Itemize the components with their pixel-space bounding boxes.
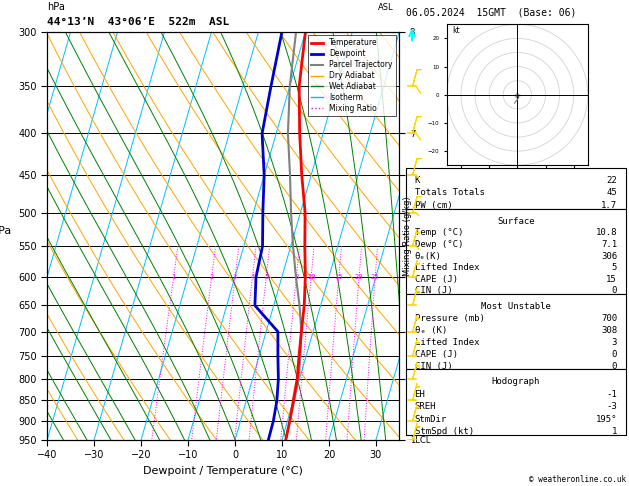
Text: CIN (J): CIN (J) bbox=[415, 362, 452, 371]
Text: CAPE (J): CAPE (J) bbox=[415, 349, 457, 359]
Text: 10.8: 10.8 bbox=[596, 228, 617, 237]
Text: 1: 1 bbox=[611, 427, 617, 436]
Text: © weatheronline.co.uk: © weatheronline.co.uk bbox=[529, 474, 626, 484]
X-axis label: Dewpoint / Temperature (°C): Dewpoint / Temperature (°C) bbox=[143, 466, 303, 476]
Text: Lifted Index: Lifted Index bbox=[415, 263, 479, 272]
Text: Lifted Index: Lifted Index bbox=[415, 338, 479, 347]
Text: 7.1: 7.1 bbox=[601, 240, 617, 249]
Text: 20: 20 bbox=[355, 274, 364, 280]
Text: -1: -1 bbox=[606, 390, 617, 399]
Text: 0: 0 bbox=[611, 349, 617, 359]
Text: km
ASL: km ASL bbox=[377, 0, 393, 12]
Text: 1: 1 bbox=[172, 274, 175, 280]
Text: 15: 15 bbox=[606, 275, 617, 284]
Text: 5: 5 bbox=[611, 263, 617, 272]
Text: 44°13’N  43°06’E  522m  ASL: 44°13’N 43°06’E 522m ASL bbox=[47, 17, 230, 27]
Text: CAPE (J): CAPE (J) bbox=[415, 275, 457, 284]
Text: CIN (J): CIN (J) bbox=[415, 286, 452, 295]
Text: 3: 3 bbox=[611, 338, 617, 347]
Text: -3: -3 bbox=[606, 402, 617, 411]
Text: Pressure (mb): Pressure (mb) bbox=[415, 314, 484, 323]
Text: Mixing Ratio (g/kg): Mixing Ratio (g/kg) bbox=[403, 196, 411, 276]
Text: 0: 0 bbox=[611, 362, 617, 371]
Text: kt: kt bbox=[452, 26, 460, 35]
Text: StmSpd (kt): StmSpd (kt) bbox=[415, 427, 474, 436]
Text: 1.7: 1.7 bbox=[601, 201, 617, 210]
Text: 15: 15 bbox=[335, 274, 343, 280]
Text: 06.05.2024  15GMT  (Base: 06): 06.05.2024 15GMT (Base: 06) bbox=[406, 7, 576, 17]
Text: 25: 25 bbox=[371, 274, 379, 280]
Text: Hodograph: Hodograph bbox=[492, 378, 540, 386]
Text: EH: EH bbox=[415, 390, 425, 399]
Text: SREH: SREH bbox=[415, 402, 436, 411]
Text: 195°: 195° bbox=[596, 415, 617, 423]
Text: 4: 4 bbox=[250, 274, 255, 280]
Text: Surface: Surface bbox=[497, 217, 535, 226]
Text: Dewp (°C): Dewp (°C) bbox=[415, 240, 463, 249]
Text: 10: 10 bbox=[307, 274, 315, 280]
Legend: Temperature, Dewpoint, Parcel Trajectory, Dry Adiabat, Wet Adiabat, Isotherm, Mi: Temperature, Dewpoint, Parcel Trajectory… bbox=[308, 35, 396, 116]
Text: PW (cm): PW (cm) bbox=[415, 201, 452, 210]
Y-axis label: hPa: hPa bbox=[0, 226, 11, 236]
Text: StmDir: StmDir bbox=[415, 415, 447, 423]
Text: θₑ(K): θₑ(K) bbox=[415, 252, 442, 260]
Text: K: K bbox=[415, 176, 420, 185]
Text: 45: 45 bbox=[606, 189, 617, 197]
Text: 22: 22 bbox=[606, 176, 617, 185]
Text: θₑ (K): θₑ (K) bbox=[415, 326, 447, 335]
Text: 306: 306 bbox=[601, 252, 617, 260]
Text: 5: 5 bbox=[264, 274, 269, 280]
Text: Temp (°C): Temp (°C) bbox=[415, 228, 463, 237]
Text: 2: 2 bbox=[209, 274, 214, 280]
Text: 308: 308 bbox=[601, 326, 617, 335]
Y-axis label: km
ASL: km ASL bbox=[443, 226, 459, 245]
Text: Totals Totals: Totals Totals bbox=[415, 189, 484, 197]
Text: hPa: hPa bbox=[47, 2, 65, 12]
Text: 3: 3 bbox=[233, 274, 237, 280]
Text: 8: 8 bbox=[294, 274, 298, 280]
Text: Most Unstable: Most Unstable bbox=[481, 302, 551, 311]
Text: 700: 700 bbox=[601, 314, 617, 323]
Text: 0: 0 bbox=[611, 286, 617, 295]
